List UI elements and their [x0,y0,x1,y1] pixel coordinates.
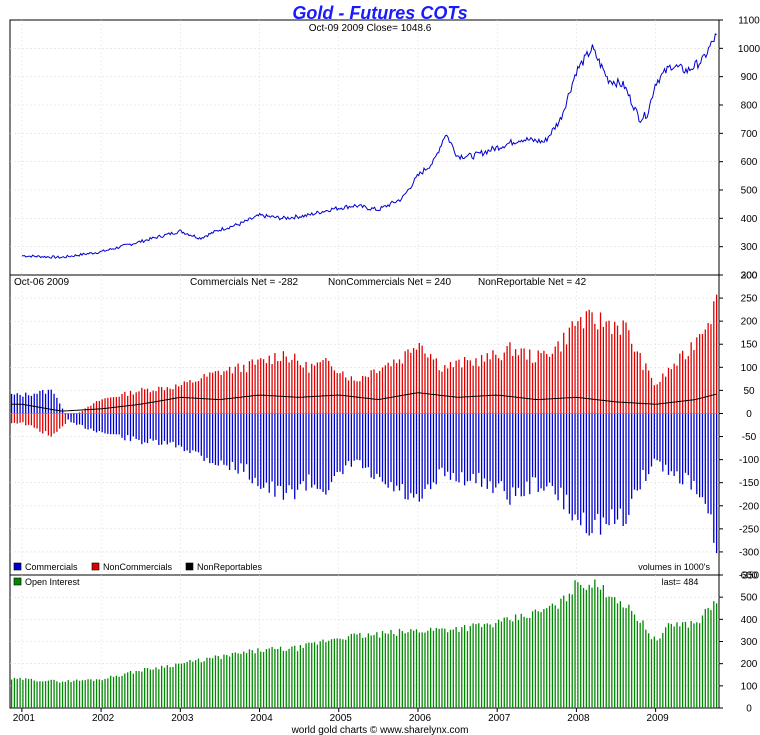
y-tick-label: -300 [739,547,759,558]
y-tick-label: 700 [741,129,758,140]
y-tick-label: -200 [739,501,759,512]
y-tick-label: 600 [741,571,758,582]
x-tick-label: 2007 [488,713,511,724]
nonreportable-net-label: NonReportable Net = 42 [478,277,587,288]
y-tick-label: 0 [746,704,752,715]
price-subtitle: Oct-09 2009 Close= 1048.6 [309,23,432,34]
x-tick-label: 2003 [171,713,194,724]
x-tick-label: 2002 [92,713,115,724]
legend-label-noncommercials: NonCommercials [103,562,173,572]
y-tick-label: 0 [746,409,752,420]
y-tick-label: 200 [741,317,758,328]
y-tick-label: 300 [741,271,758,282]
y-tick-label: -150 [739,478,759,489]
y-tick-label: 150 [741,340,758,351]
y-tick-label: 900 [741,72,758,83]
nonreportables-line [11,392,717,412]
y-tick-label: 400 [741,214,758,225]
y-tick-label: 600 [741,157,758,168]
y-tick-label: -350 [739,571,759,582]
last-value-label: last= 484 [662,577,699,587]
x-tick-label: 2004 [250,713,273,724]
y-tick-label: -250 [739,524,759,535]
y-tick-label: 500 [741,593,758,604]
y-tick-label: 400 [741,615,758,626]
y-tick-label: 50 [743,386,755,397]
panel-frame-1 [9,19,720,276]
y-tick-label: 1100 [738,16,760,27]
y-tick-label: 500 [741,186,758,197]
y-tick-label: 100 [741,681,758,692]
footer-credit: world gold charts © www.sharelynx.com [291,725,469,735]
y-tick-label: 100 [741,363,758,374]
commercials-net-label: Commercials Net = -282 [190,277,299,288]
cot-date-label: Oct-06 2009 [14,277,69,288]
units-note: volumes in 1000's [638,562,710,572]
chart-title: Gold - Futures COTs [292,3,467,23]
y-tick-label: 250 [741,294,758,305]
noncommercials-net-label: NonCommercials Net = 240 [328,277,452,288]
legend-label-commercials: Commercials [25,562,78,572]
x-tick-label: 2005 [330,713,353,724]
legend-swatch-open-interest [13,577,22,586]
y-tick-label: 1000 [738,44,760,55]
legend-label-open-interest: Open Interest [25,577,80,587]
x-tick-label: 2001 [13,713,36,724]
y-tick-label: -100 [739,455,759,466]
legend-label-nonreportables: NonReportables [197,562,263,572]
legend-swatch-commercials [13,562,22,571]
gold-price-line [21,33,717,259]
legend-swatch-noncommercials [91,562,100,571]
y-tick-label: 300 [741,637,758,648]
x-tick-label: 2006 [409,713,432,724]
x-tick-label: 2008 [567,713,590,724]
y-tick-label: -50 [742,432,757,443]
y-tick-label: 200 [741,659,758,670]
y-tick-label: 300 [741,242,758,253]
y-tick-label: 800 [741,101,758,112]
legend-swatch-nonreportables [185,562,194,571]
y-tick-label: 200 [741,271,758,282]
x-tick-label: 2009 [647,713,670,724]
